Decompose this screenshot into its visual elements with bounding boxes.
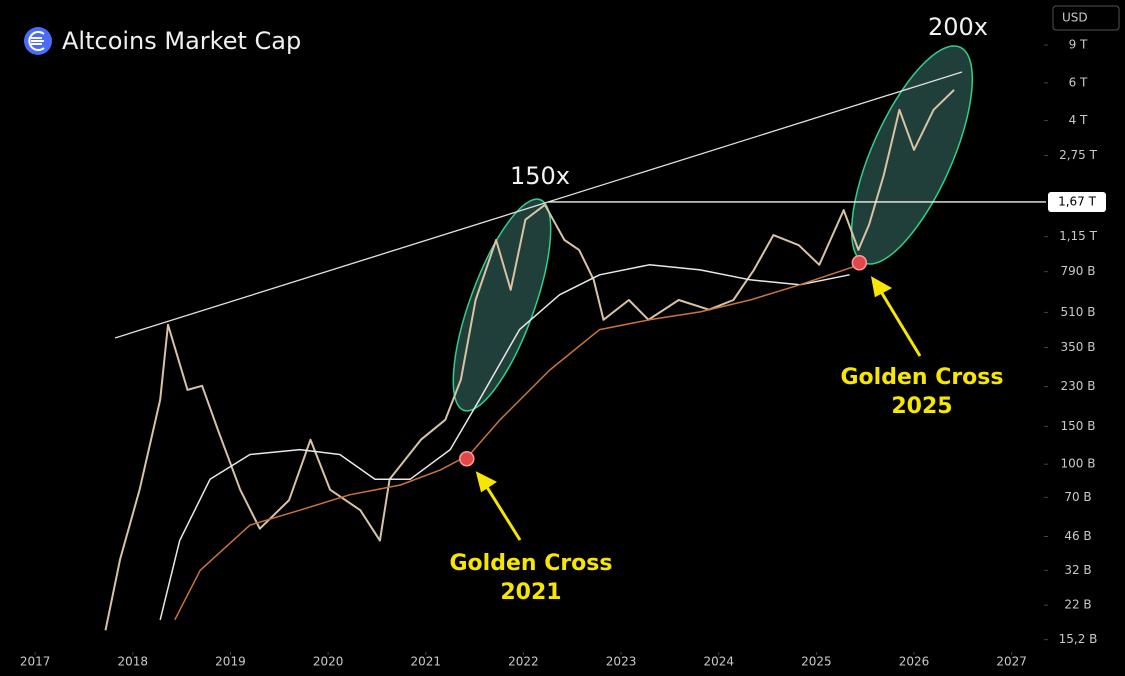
annotation: 200x [928,13,988,41]
highlight-ellipse [452,198,552,412]
y-tick-label: 510 B [1061,305,1096,319]
x-tick-label: 2023 [606,655,637,669]
golden-cross-marker [459,450,475,467]
arrow-head [475,471,497,493]
price-label-box [1048,191,1106,212]
y-tick-label: 2,75 T [1059,148,1098,162]
golden-cross-label: Golden Cross [840,365,1003,390]
x-tick-label: 2021 [410,655,441,669]
y-tick-label: 150 B [1061,419,1096,433]
currency-box[interactable] [1052,5,1120,31]
y-tick-label: 4 T [1069,113,1088,127]
arrow [878,289,922,357]
y-tick-label: 32 B [1064,563,1091,577]
golden-cross-label: Golden Cross [449,551,612,576]
x-tick-label: 2018 [118,655,149,669]
arrow-head [870,276,893,298]
x-tick-label: 2022 [508,655,539,669]
currency-label: USD [1062,11,1088,25]
y-tick-label: 22 B [1064,598,1091,612]
x-tick-label: 2019 [215,655,246,669]
y-tick-label: 790 B [1061,264,1096,278]
x-tick-label: 2025 [801,655,832,669]
x-tick-label: 2024 [703,655,734,669]
y-tick-label: 70 B [1064,490,1091,504]
annotation: 150x [510,162,570,190]
golden-cross-year: 2021 [500,580,561,605]
x-tick-label: 2020 [313,655,344,669]
y-tick-label: 230 B [1061,379,1096,393]
y-tick-label: 6 T [1069,75,1088,89]
y-tick-label: 1,15 T [1059,229,1098,243]
x-tick-label: 2026 [899,655,930,669]
y-tick-label: 15,2 B [1059,632,1098,646]
chart-title: Altcoins Market Cap [62,27,301,55]
plot-area [104,89,955,631]
trendline [114,71,963,339]
series-line [159,264,850,620]
x-tick-label: 2017 [20,655,51,669]
arrow [483,483,522,541]
series-line [174,264,860,621]
y-tick-label: 46 B [1064,529,1091,543]
price-label: 1,67 T [1058,194,1097,208]
golden-cross-year: 2025 [891,394,952,419]
golden-cross-marker [851,255,868,271]
series-line [104,89,955,631]
arrows [475,276,922,541]
logo-glyph [28,31,45,51]
x-tick-label: 2027 [996,655,1027,669]
y-tick-label: 100 B [1061,457,1096,471]
y-tick-label: 9 T [1069,38,1088,52]
y-tick-label: 350 B [1061,340,1096,354]
